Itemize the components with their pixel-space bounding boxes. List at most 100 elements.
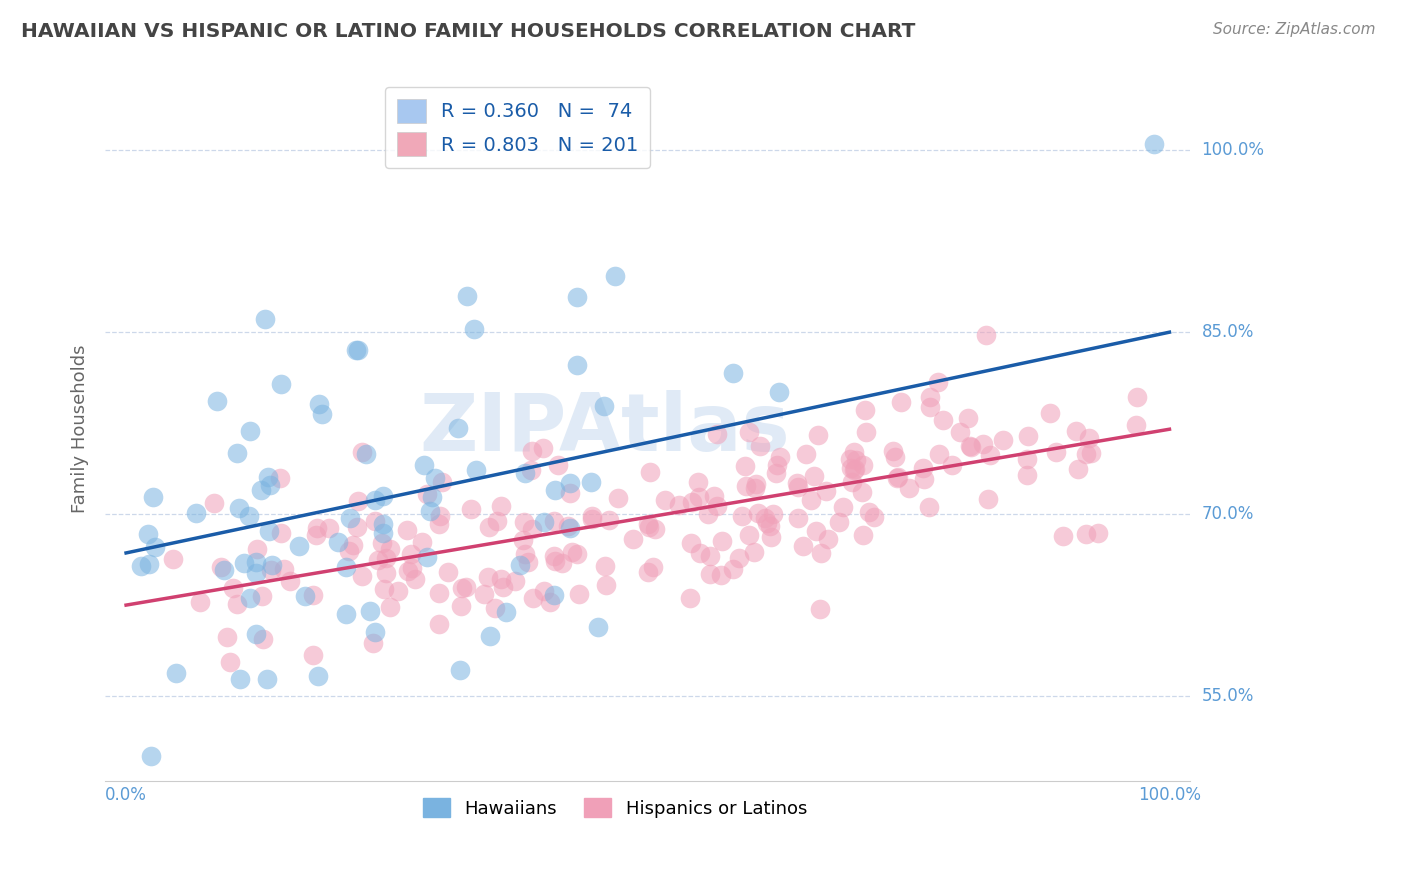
Point — [637, 566, 659, 580]
Point — [378, 542, 401, 557]
Point — [603, 268, 626, 283]
Point — [681, 494, 703, 508]
Point — [852, 458, 875, 472]
Point — [959, 440, 981, 454]
Point — [735, 478, 758, 492]
Point — [543, 514, 565, 528]
Point — [427, 586, 450, 600]
Point — [205, 393, 228, 408]
Point — [828, 515, 851, 529]
Point — [721, 366, 744, 380]
Point — [464, 463, 486, 477]
Point — [294, 589, 316, 603]
Point — [543, 588, 565, 602]
Point — [399, 547, 422, 561]
Point — [768, 384, 790, 399]
Point — [957, 411, 980, 425]
Point — [270, 525, 292, 540]
Point — [404, 572, 426, 586]
Point — [887, 469, 910, 483]
Point — [1143, 137, 1166, 152]
Point — [565, 547, 588, 561]
Point — [787, 510, 810, 524]
Point — [941, 458, 963, 473]
Text: 85.0%: 85.0% — [1202, 323, 1254, 341]
Point — [238, 508, 260, 523]
Point — [1074, 526, 1097, 541]
Point — [595, 559, 617, 574]
Point — [765, 466, 787, 480]
Point — [844, 463, 866, 477]
Point — [273, 562, 295, 576]
Point — [689, 546, 711, 560]
Point — [337, 544, 360, 558]
Point — [218, 655, 240, 669]
Point — [484, 601, 506, 615]
Point — [346, 494, 368, 508]
Point — [411, 535, 433, 549]
Point — [308, 396, 330, 410]
Point — [229, 672, 252, 686]
Point — [558, 475, 581, 490]
Point — [851, 484, 873, 499]
Point — [432, 475, 454, 489]
Point — [450, 599, 472, 613]
Point — [354, 446, 377, 460]
Point — [738, 528, 761, 542]
Point — [512, 533, 534, 547]
Point — [252, 632, 274, 646]
Point — [239, 424, 262, 438]
Point — [641, 560, 664, 574]
Point — [540, 595, 562, 609]
Point — [138, 527, 160, 541]
Point — [920, 400, 942, 414]
Point — [472, 587, 495, 601]
Point — [977, 491, 1000, 506]
Point — [346, 519, 368, 533]
Point — [509, 558, 531, 573]
Point — [143, 540, 166, 554]
Point — [222, 581, 245, 595]
Point — [228, 500, 250, 515]
Point — [808, 602, 831, 616]
Point — [142, 490, 165, 504]
Point — [949, 425, 972, 439]
Point — [429, 616, 451, 631]
Text: 70.0%: 70.0% — [1202, 505, 1254, 523]
Point — [420, 491, 443, 505]
Point — [787, 480, 810, 494]
Point — [654, 492, 676, 507]
Point — [305, 528, 328, 542]
Point — [558, 486, 581, 500]
Point — [375, 566, 398, 581]
Point — [882, 443, 904, 458]
Point — [364, 493, 387, 508]
Text: 55.0%: 55.0% — [1202, 687, 1254, 705]
Point — [326, 534, 349, 549]
Point — [311, 407, 333, 421]
Point — [586, 619, 609, 633]
Point — [858, 505, 880, 519]
Point — [561, 544, 583, 558]
Point — [513, 547, 536, 561]
Point — [709, 567, 731, 582]
Point — [520, 444, 543, 458]
Point — [598, 513, 620, 527]
Point — [862, 510, 884, 524]
Point — [350, 445, 373, 459]
Point — [792, 539, 814, 553]
Point — [378, 600, 401, 615]
Point — [699, 549, 721, 563]
Point — [844, 445, 866, 459]
Point — [139, 748, 162, 763]
Point — [697, 508, 720, 522]
Point — [928, 447, 950, 461]
Point — [371, 517, 394, 532]
Point — [1015, 467, 1038, 482]
Point — [233, 556, 256, 570]
Point — [363, 625, 385, 640]
Point — [761, 507, 783, 521]
Point — [209, 560, 232, 574]
Point — [794, 447, 817, 461]
Point — [759, 530, 782, 544]
